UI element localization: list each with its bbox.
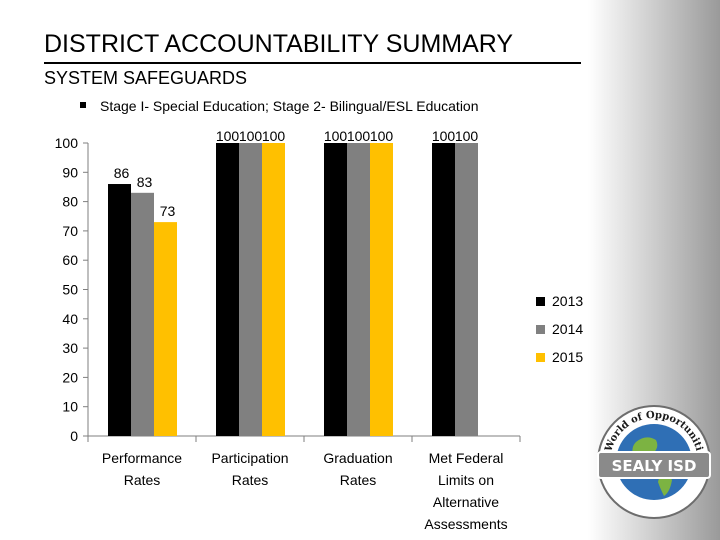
- bar-2013-3: [432, 143, 455, 436]
- bar-2014-3: [455, 143, 478, 436]
- seal-ribbon: [597, 451, 711, 479]
- x-category-label: Rates: [340, 472, 377, 488]
- bar-2013-2: [324, 143, 347, 436]
- x-category-label: Performance: [102, 450, 182, 466]
- legend-label-2013: 2013: [552, 293, 583, 309]
- data-label: 100: [262, 128, 286, 144]
- bar-2015-2: [370, 143, 393, 436]
- legend-swatch-2013: [536, 297, 545, 306]
- y-tick-label: 40: [62, 311, 78, 327]
- page-title: DISTRICT ACCOUNTABILITY SUMMARY: [44, 30, 514, 58]
- x-category-label: Limits on: [438, 472, 494, 488]
- data-label: 73: [160, 203, 176, 219]
- y-tick-label: 20: [62, 369, 78, 385]
- legend-label-2014: 2014: [552, 321, 583, 337]
- bar-2013-0: [108, 184, 131, 436]
- y-tick-label: 30: [62, 340, 78, 356]
- y-tick-label: 50: [62, 282, 78, 298]
- data-label: 100: [347, 128, 371, 144]
- bar-2014-2: [347, 143, 370, 436]
- x-category-label: Participation: [211, 450, 288, 466]
- bar-2015-1: [262, 143, 285, 436]
- stage-bullet-text: Stage I- Special Education; Stage 2- Bil…: [100, 98, 479, 114]
- data-label: 100: [432, 128, 456, 144]
- seal-continent-south: [658, 473, 672, 496]
- y-tick-label: 70: [62, 223, 78, 239]
- section-subtitle: SYSTEM SAFEGUARDS: [44, 68, 248, 88]
- y-tick-label: 100: [55, 135, 79, 151]
- legend-label-2015: 2015: [552, 349, 583, 365]
- data-label: 100: [239, 128, 263, 144]
- data-label: 100: [216, 128, 240, 144]
- stage-bullet: Stage I- Special Education; Stage 2- Bil…: [80, 98, 479, 114]
- x-category-label: Graduation: [323, 450, 392, 466]
- y-tick-label: 80: [62, 194, 78, 210]
- x-category-label: Alternative: [433, 494, 499, 510]
- x-category-label: Met Federal: [429, 450, 504, 466]
- x-category-label: Rates: [232, 472, 269, 488]
- legend-swatch-2014: [536, 325, 545, 334]
- bullet-square-icon: [80, 102, 86, 109]
- bar-2013-1: [216, 143, 239, 436]
- bar-2015-0: [154, 222, 177, 436]
- y-tick-label: 60: [62, 252, 78, 268]
- seal-banner-text: SEALY ISD: [612, 457, 697, 475]
- data-label: 86: [114, 165, 130, 181]
- data-label: 83: [137, 174, 153, 190]
- data-label: 100: [324, 128, 348, 144]
- x-category-label: Rates: [124, 472, 161, 488]
- x-category-label: Assessments: [424, 516, 507, 532]
- data-label: 100: [455, 128, 479, 144]
- bar-2014-0: [131, 192, 154, 436]
- bar-2014-1: [239, 143, 262, 436]
- y-tick-label: 0: [70, 428, 78, 444]
- data-label: 100: [370, 128, 394, 144]
- y-tick-label: 10: [62, 399, 78, 415]
- title-underline: [44, 62, 581, 64]
- y-tick-label: 90: [62, 164, 78, 180]
- district-logo-seal: A World of Opportunities SEALY ISD: [597, 405, 711, 519]
- legend-swatch-2015: [536, 353, 545, 362]
